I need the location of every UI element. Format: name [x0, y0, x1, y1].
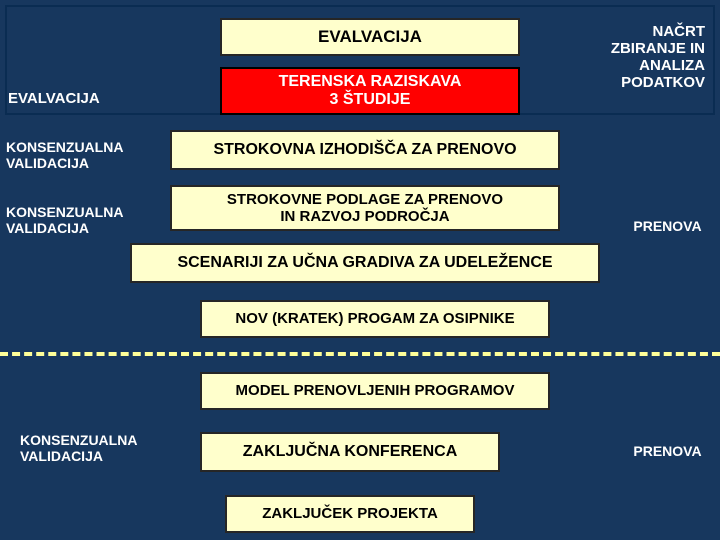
label: TERENSKA RAZISKAVA 3 ŠTUDIJE: [279, 73, 462, 110]
label: ZAKLJUČNA KONFERENCA: [243, 443, 458, 461]
label: STROKOVNA IZHODIŠČA ZA PRENOVO: [213, 141, 516, 159]
box-podlage: STROKOVNE PODLAGE ZA PRENOVO IN RAZVOJ P…: [170, 185, 560, 231]
label: STROKOVNE PODLAGE ZA PRENOVO IN RAZVOJ P…: [227, 191, 503, 226]
label-kv-1: KONSENZUALNA VALIDACIJA: [6, 135, 166, 175]
label-evalvacija-left: EVALVACIJA: [8, 88, 148, 110]
box-zakljucna: ZAKLJUČNA KONFERENCA: [200, 432, 500, 472]
box-zakljucek: ZAKLJUČEK PROJEKTA: [225, 495, 475, 533]
label: NAČRT ZBIRANJE IN ANALIZA PODATKOV: [585, 23, 705, 92]
label: KONSENZUALNA VALIDACIJA: [20, 432, 180, 464]
label: KONSENZUALNA VALIDACIJA: [6, 139, 166, 171]
label: SCENARIJI ZA UČNA GRADIVA ZA UDELEŽENCE: [177, 254, 552, 272]
label-nacrt: NAČRT ZBIRANJE IN ANALIZA PODATKOV: [585, 14, 705, 100]
label: PRENOVA: [633, 218, 701, 234]
label-kv-3: KONSENZUALNA VALIDACIJA: [20, 428, 180, 468]
box-terenska: TERENSKA RAZISKAVA 3 ŠTUDIJE: [220, 67, 520, 115]
box-nov-program: NOV (KRATEK) PROGAM ZA OSIPNIKE: [200, 300, 550, 338]
dashed-divider: [0, 352, 720, 356]
label-kv-2: KONSENZUALNA VALIDACIJA: [6, 200, 166, 240]
box-evalvacija-top: EVALVACIJA: [220, 18, 520, 56]
label-prenova-2: PRENOVA: [620, 440, 715, 462]
label-prenova-1: PRENOVA: [620, 215, 715, 237]
label: PRENOVA: [633, 443, 701, 459]
box-scenariji: SCENARIJI ZA UČNA GRADIVA ZA UDELEŽENCE: [130, 243, 600, 283]
label: KONSENZUALNA VALIDACIJA: [6, 204, 166, 236]
label: ZAKLJUČEK PROJEKTA: [262, 505, 438, 522]
label: EVALVACIJA: [8, 90, 100, 107]
label: EVALVACIJA: [318, 27, 422, 47]
label: MODEL PRENOVLJENIH PROGRAMOV: [236, 382, 515, 399]
label: NOV (KRATEK) PROGAM ZA OSIPNIKE: [235, 310, 514, 327]
box-izhodisca: STROKOVNA IZHODIŠČA ZA PRENOVO: [170, 130, 560, 170]
box-model: MODEL PRENOVLJENIH PROGRAMOV: [200, 372, 550, 410]
